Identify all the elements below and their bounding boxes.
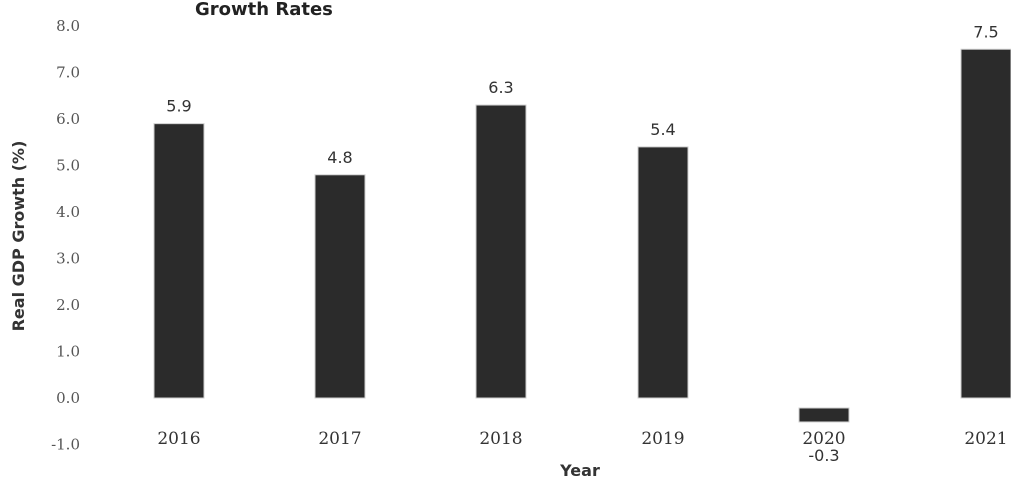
x-tick-label: 2016 [157, 429, 200, 449]
y-tick-label: 5.0 [56, 157, 80, 175]
y-tick-label: 7.0 [56, 64, 80, 82]
data-label: 5.9 [166, 97, 191, 116]
y-tick-label: -1.0 [51, 436, 80, 454]
y-axis-ticks: -1.0 0.0 1.0 2.0 3.0 4.0 5.0 6.0 7.0 8.0 [51, 17, 80, 454]
y-tick-label: 8.0 [56, 17, 80, 35]
data-label: 7.5 [973, 22, 998, 41]
bars-group [153, 48, 1011, 423]
x-tick-label: 2019 [641, 429, 684, 449]
bar-2017 [314, 174, 366, 399]
bar-2018 [475, 104, 527, 399]
y-tick-label: 0.0 [56, 389, 80, 407]
bar-2021 [960, 48, 1011, 399]
x-tick-label: 2018 [479, 429, 522, 449]
y-axis-title: Real GDP Growth (%) [9, 141, 28, 332]
x-tick-label: 2021 [964, 429, 1007, 449]
bar-2019 [637, 146, 689, 399]
y-tick-label: 2.0 [56, 296, 80, 314]
x-tick-label: 2017 [318, 429, 361, 449]
y-tick-label: 6.0 [56, 110, 80, 128]
x-axis-title: Year [559, 461, 600, 480]
data-label: 4.8 [327, 148, 352, 167]
data-label: -0.3 [808, 446, 839, 465]
y-tick-label: 3.0 [56, 250, 80, 268]
data-labels-group: 5.9 4.8 6.3 5.4 -0.3 7.5 [166, 22, 998, 465]
bar-2016 [153, 123, 205, 399]
data-label: 5.4 [650, 120, 675, 139]
x-tick-label: 2020 [802, 429, 845, 449]
x-axis-ticks: 2016 2017 2018 2019 2020 2021 [157, 429, 1007, 449]
y-tick-label: 1.0 [56, 343, 80, 361]
chart-title: Growth Rates [195, 0, 333, 20]
y-tick-label: 4.0 [56, 203, 80, 221]
data-label: 6.3 [488, 78, 513, 97]
bar-2020 [798, 407, 850, 423]
